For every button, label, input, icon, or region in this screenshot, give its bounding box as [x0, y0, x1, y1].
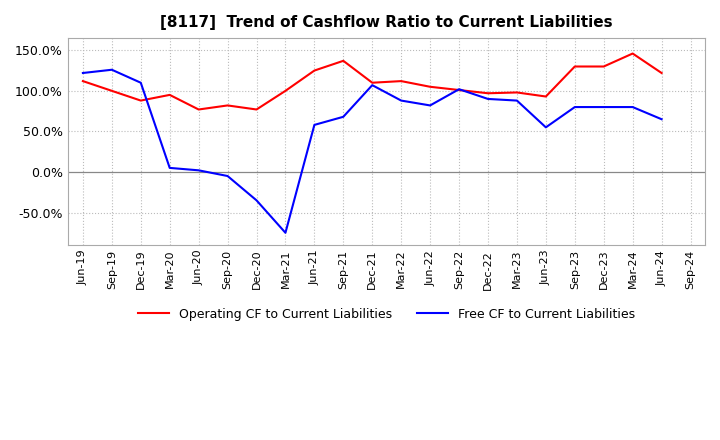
Free CF to Current Liabilities: [137, 80, 145, 85]
Free CF to Current Liabilities: [368, 83, 377, 88]
Legend: Operating CF to Current Liabilities, Free CF to Current Liabilities: Operating CF to Current Liabilities, Fre…: [133, 303, 641, 326]
Free CF to Current Liabilities: [484, 96, 492, 102]
Free CF to Current Liabilities: [629, 104, 637, 110]
Operating CF to Current Liabilities: [541, 94, 550, 99]
Operating CF to Current Liabilities: [484, 91, 492, 96]
Operating CF to Current Liabilities: [310, 68, 319, 73]
Line: Free CF to Current Liabilities: Free CF to Current Liabilities: [83, 70, 662, 233]
Operating CF to Current Liabilities: [600, 64, 608, 69]
Line: Operating CF to Current Liabilities: Operating CF to Current Liabilities: [83, 54, 662, 110]
Free CF to Current Liabilities: [570, 104, 579, 110]
Operating CF to Current Liabilities: [166, 92, 174, 98]
Free CF to Current Liabilities: [455, 87, 464, 92]
Operating CF to Current Liabilities: [107, 88, 116, 93]
Operating CF to Current Liabilities: [426, 84, 434, 89]
Operating CF to Current Liabilities: [252, 107, 261, 112]
Free CF to Current Liabilities: [78, 70, 87, 76]
Operating CF to Current Liabilities: [629, 51, 637, 56]
Operating CF to Current Liabilities: [368, 80, 377, 85]
Operating CF to Current Liabilities: [223, 103, 232, 108]
Free CF to Current Liabilities: [657, 117, 666, 122]
Free CF to Current Liabilities: [339, 114, 348, 119]
Operating CF to Current Liabilities: [657, 70, 666, 76]
Operating CF to Current Liabilities: [570, 64, 579, 69]
Operating CF to Current Liabilities: [339, 58, 348, 63]
Free CF to Current Liabilities: [166, 165, 174, 171]
Operating CF to Current Liabilities: [78, 78, 87, 84]
Free CF to Current Liabilities: [310, 122, 319, 128]
Operating CF to Current Liabilities: [281, 88, 289, 93]
Free CF to Current Liabilities: [223, 173, 232, 179]
Title: [8117]  Trend of Cashflow Ratio to Current Liabilities: [8117] Trend of Cashflow Ratio to Curren…: [161, 15, 613, 30]
Free CF to Current Liabilities: [513, 98, 521, 103]
Operating CF to Current Liabilities: [513, 90, 521, 95]
Free CF to Current Liabilities: [107, 67, 116, 73]
Free CF to Current Liabilities: [541, 125, 550, 130]
Free CF to Current Liabilities: [426, 103, 434, 108]
Operating CF to Current Liabilities: [455, 88, 464, 93]
Free CF to Current Liabilities: [281, 230, 289, 235]
Free CF to Current Liabilities: [194, 168, 203, 173]
Free CF to Current Liabilities: [252, 198, 261, 203]
Operating CF to Current Liabilities: [397, 78, 405, 84]
Operating CF to Current Liabilities: [137, 98, 145, 103]
Operating CF to Current Liabilities: [194, 107, 203, 112]
Free CF to Current Liabilities: [397, 98, 405, 103]
Free CF to Current Liabilities: [600, 104, 608, 110]
